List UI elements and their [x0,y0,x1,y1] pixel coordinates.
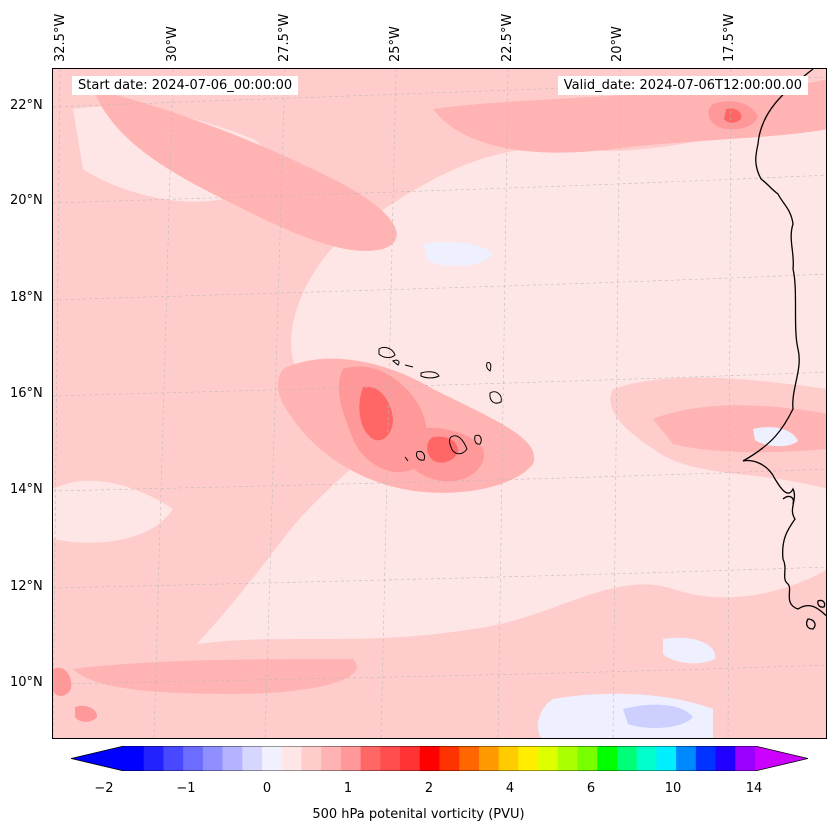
colorbar-swatch [340,746,362,771]
lon-label: 32.5°W [53,13,68,62]
start-date-label: Start date: 2024-07-06_00:00:00 [72,76,299,95]
colorbar-swatch [636,746,658,771]
colorbar-swatch [321,746,342,771]
pv-contour-light [53,480,173,543]
lat-label: 18°N [10,290,43,305]
colorbar-swatch [124,746,145,771]
colorbar-swatch [735,746,756,771]
colorbar-swatch [301,746,322,771]
colorbar-swatch [380,746,401,771]
colorbar-tick: 2 [424,781,434,796]
pv-contour-blue1 [663,637,716,664]
pv-contour-pink3 [75,705,98,722]
colorbar-swatch [616,746,638,771]
lat-label: 20°N [10,193,43,208]
colorbar-swatch [656,746,677,771]
colorbar-swatch [163,746,184,771]
colorbar-tick: 4 [505,781,515,796]
colorbar-swatch [597,746,618,771]
colorbar-tick: 1 [343,781,353,796]
colorbar-swatch [478,746,500,771]
lon-label: 20°W [610,26,625,62]
pv-contour-pink2 [433,79,826,153]
colorbar-tick: 10 [664,781,682,796]
pv-contour-blue1 [423,242,493,266]
colorbar-swatch [183,746,204,771]
lat-label: 10°N [10,675,43,690]
colorbar-swatch [222,746,243,771]
lat-label: 12°N [10,579,43,594]
colorbar-tick: 0 [262,781,272,796]
map-panel [52,68,827,739]
pv-contour-pink4 [724,108,742,123]
africa-coastline [742,69,826,617]
colorbar-swatch [360,746,381,771]
colorbar-tick: −1 [176,781,196,796]
lon-label: 30°W [165,26,180,62]
colorbar-swatch [459,746,480,771]
pv-contour-pink2 [73,659,357,694]
lon-label: 25°W [388,26,403,62]
pv-contour-light [602,246,773,313]
colorbar-extend-low [71,746,124,771]
pv-contour-pink3 [53,667,72,696]
colorbar-tick: −2 [94,781,114,796]
colorbar-swatch [538,746,559,771]
colorbar [71,746,808,771]
colorbar-swatch [242,746,263,771]
pv-field [53,69,826,738]
pv-contour-pink4 [427,436,458,463]
colorbar-swatch [400,746,421,771]
colorbar-swatch [419,746,441,771]
pv-contour-blue2 [623,704,693,729]
colorbar-swatch [262,746,283,771]
lat-label: 16°N [10,386,43,401]
colorbar-swatch [676,746,697,771]
colorbar-swatch [143,746,165,771]
valid-date-label: Valid_date: 2024-07-06T12:00:00.00 [557,76,808,95]
pv-contour-pink2 [93,89,397,251]
colorbar-swatch [715,746,736,771]
pv-contour-light [473,292,558,350]
lon-label: 22.5°W [500,13,515,62]
pv-contour-pink4 [359,386,393,441]
colorbar-swatch [498,746,519,771]
colorbar-swatch [202,746,224,771]
colorbar-tick: 6 [586,781,596,796]
colorbar-swatch [281,746,303,771]
lat-label: 22°N [10,98,43,113]
cape-verde-islands [378,346,502,462]
colorbar-swatch [695,746,717,771]
lat-label: 14°N [10,482,43,497]
lon-label: 17.5°W [722,13,737,62]
colorbar-swatch [518,746,539,771]
colorbar-label: 500 hPa potenital vorticity (PVU) [312,807,525,822]
colorbar-swatch [439,746,460,771]
lon-label: 27.5°W [277,13,292,62]
colorbar-swatch [557,746,579,771]
pv-contour-pink1 [53,69,826,689]
colorbar-tick: 14 [745,781,763,796]
pv-contour-pink2 [653,405,826,453]
colorbar-swatch [577,746,598,771]
colorbar-extend-high [755,746,808,771]
